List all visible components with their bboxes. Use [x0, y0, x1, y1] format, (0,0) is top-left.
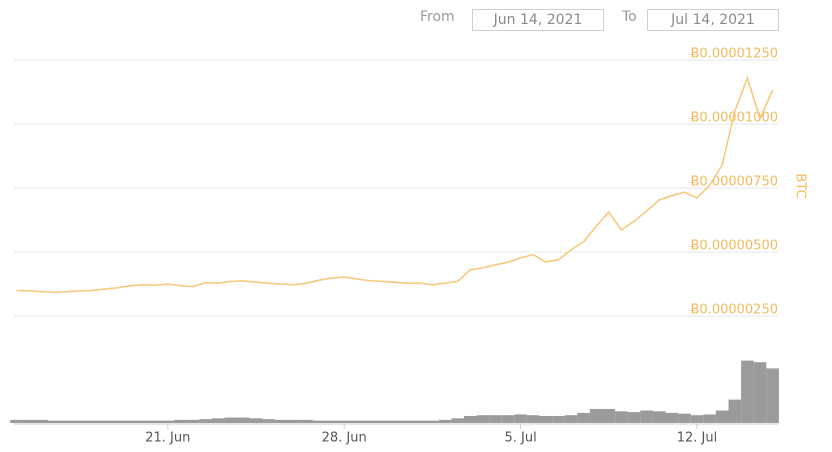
volume-bar	[526, 415, 540, 423]
volume-bar	[388, 420, 401, 423]
y-tick-label: Ƀ0.00000250	[691, 303, 779, 318]
volume-bar	[715, 410, 729, 423]
volume-bar	[690, 415, 704, 423]
x-tick-label: 21. Jun	[145, 431, 190, 446]
volume-bar	[766, 368, 779, 423]
volume-bar	[237, 417, 250, 423]
x-tick-label: 28. Jun	[322, 431, 367, 446]
volume-bar	[703, 414, 716, 423]
volume-bar	[564, 415, 578, 423]
volume-bar	[665, 412, 679, 423]
x-tick-label: 5. Jul	[504, 431, 536, 446]
x-tick-label: 12. Jul	[677, 431, 718, 446]
y-tick-label: Ƀ0.00001250	[691, 47, 779, 62]
volume-bar	[363, 420, 376, 423]
from-label: From	[420, 9, 455, 25]
volume-bar	[300, 419, 313, 423]
y-tick-label: Ƀ0.00000500	[691, 239, 779, 254]
volume-bar	[602, 408, 616, 423]
volume-bar	[615, 411, 628, 423]
from-date-input[interactable]: Jun 14, 2021	[472, 9, 604, 31]
volume-bar	[35, 419, 49, 423]
volume-bar	[552, 415, 565, 423]
volume-bar	[489, 415, 502, 423]
volume-bar	[199, 419, 212, 423]
volume-bar	[274, 419, 288, 423]
volume-bar	[375, 420, 389, 423]
volume-bar	[627, 412, 641, 423]
volume-bar	[262, 419, 275, 423]
volume-bar	[438, 419, 452, 423]
volume-bar	[161, 420, 175, 423]
volume-bar	[539, 415, 553, 423]
volume-bar	[22, 419, 36, 423]
volume-bar	[463, 415, 477, 423]
volume-bar	[652, 411, 666, 423]
volume-bar	[148, 420, 162, 423]
volume-bar	[48, 420, 61, 423]
volume-bar	[501, 415, 515, 423]
volume-bar	[350, 420, 364, 423]
volume-bar	[514, 414, 527, 423]
y-axis-title: BTC	[793, 173, 808, 198]
volume-bar	[98, 420, 112, 423]
volume-bar	[136, 420, 149, 423]
to-label: To	[622, 9, 637, 25]
volume-bar	[640, 410, 653, 423]
volume-bar	[123, 420, 137, 423]
volume-bar	[741, 360, 754, 423]
volume-bar	[413, 420, 427, 423]
volume-bar	[224, 417, 238, 423]
volume-bar	[728, 399, 742, 423]
volume-bar	[400, 420, 414, 423]
volume-bar	[111, 420, 124, 423]
volume-bar	[312, 420, 326, 423]
volume-bar	[85, 420, 99, 423]
volume-bar	[451, 418, 464, 423]
volume-bar	[211, 418, 225, 423]
volume-bar	[186, 419, 200, 423]
y-tick-label: Ƀ0.00001000	[691, 111, 779, 126]
volume-bar	[678, 413, 691, 423]
volume-bar	[174, 419, 187, 423]
volume-bar	[476, 415, 490, 423]
volume-bar	[753, 362, 767, 423]
volume-bar	[60, 420, 74, 423]
volume-bar	[325, 420, 338, 423]
volume-bar	[10, 419, 23, 423]
volume-bar	[426, 420, 439, 423]
y-tick-label: Ƀ0.00000750	[691, 175, 779, 190]
volume-bar	[589, 408, 603, 423]
price-line	[16, 75, 774, 294]
volume-bar	[337, 420, 351, 423]
volume-bar	[73, 420, 86, 423]
volume-bar	[577, 412, 590, 423]
to-date-input[interactable]: Jul 14, 2021	[647, 9, 779, 31]
volume-bar	[287, 419, 301, 423]
volume-bar	[249, 418, 263, 423]
